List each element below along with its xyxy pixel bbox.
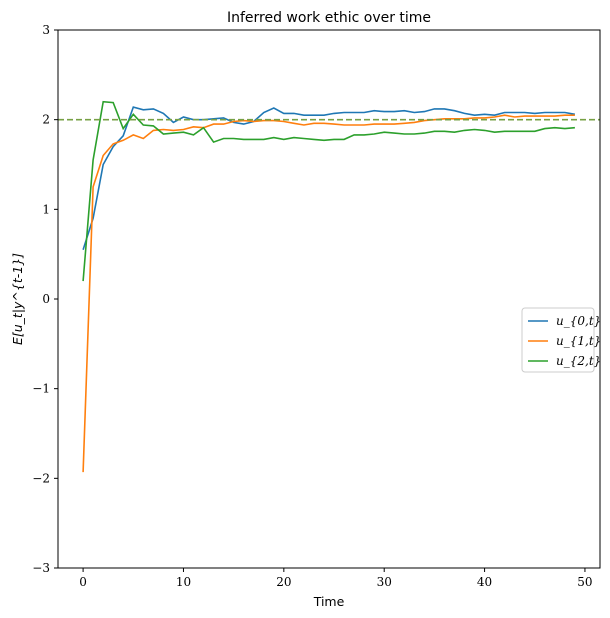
y-tick-label: −1	[32, 382, 50, 396]
legend-label: u_{1,t}	[556, 334, 601, 348]
legend-box	[521, 307, 595, 373]
x-tick-label: 10	[176, 575, 191, 589]
legend: u_{0,t} u_{1,t} u_{2,t}	[521, 307, 601, 373]
series-line-0	[82, 106, 576, 250]
plot-frame	[57, 29, 601, 569]
x-axis-label: Time	[313, 594, 345, 609]
y-axis-label: E[u_t|y^{t-1}]	[10, 253, 25, 345]
x-tick-label: 30	[377, 575, 392, 589]
y-tick-label: 0	[42, 292, 50, 306]
x-tick-label: 0	[79, 575, 87, 589]
y-tick-label: −2	[32, 471, 50, 485]
series-line-2	[82, 100, 575, 282]
y-tick-label: 1	[42, 202, 50, 216]
x-tick-label: 40	[477, 575, 492, 589]
chart-title: Inferred work ethic over time	[227, 10, 431, 26]
x-tick-label: 20	[276, 575, 291, 589]
legend-label: u_{2,t}	[556, 354, 601, 368]
legend-label: u_{0,t}	[556, 314, 601, 328]
y-tick-label: 3	[42, 23, 50, 37]
y-tick-label: −3	[32, 561, 50, 575]
series-line-1	[82, 114, 575, 473]
x-tick-label: 50	[577, 575, 592, 589]
y-tick-label: 2	[42, 113, 50, 127]
